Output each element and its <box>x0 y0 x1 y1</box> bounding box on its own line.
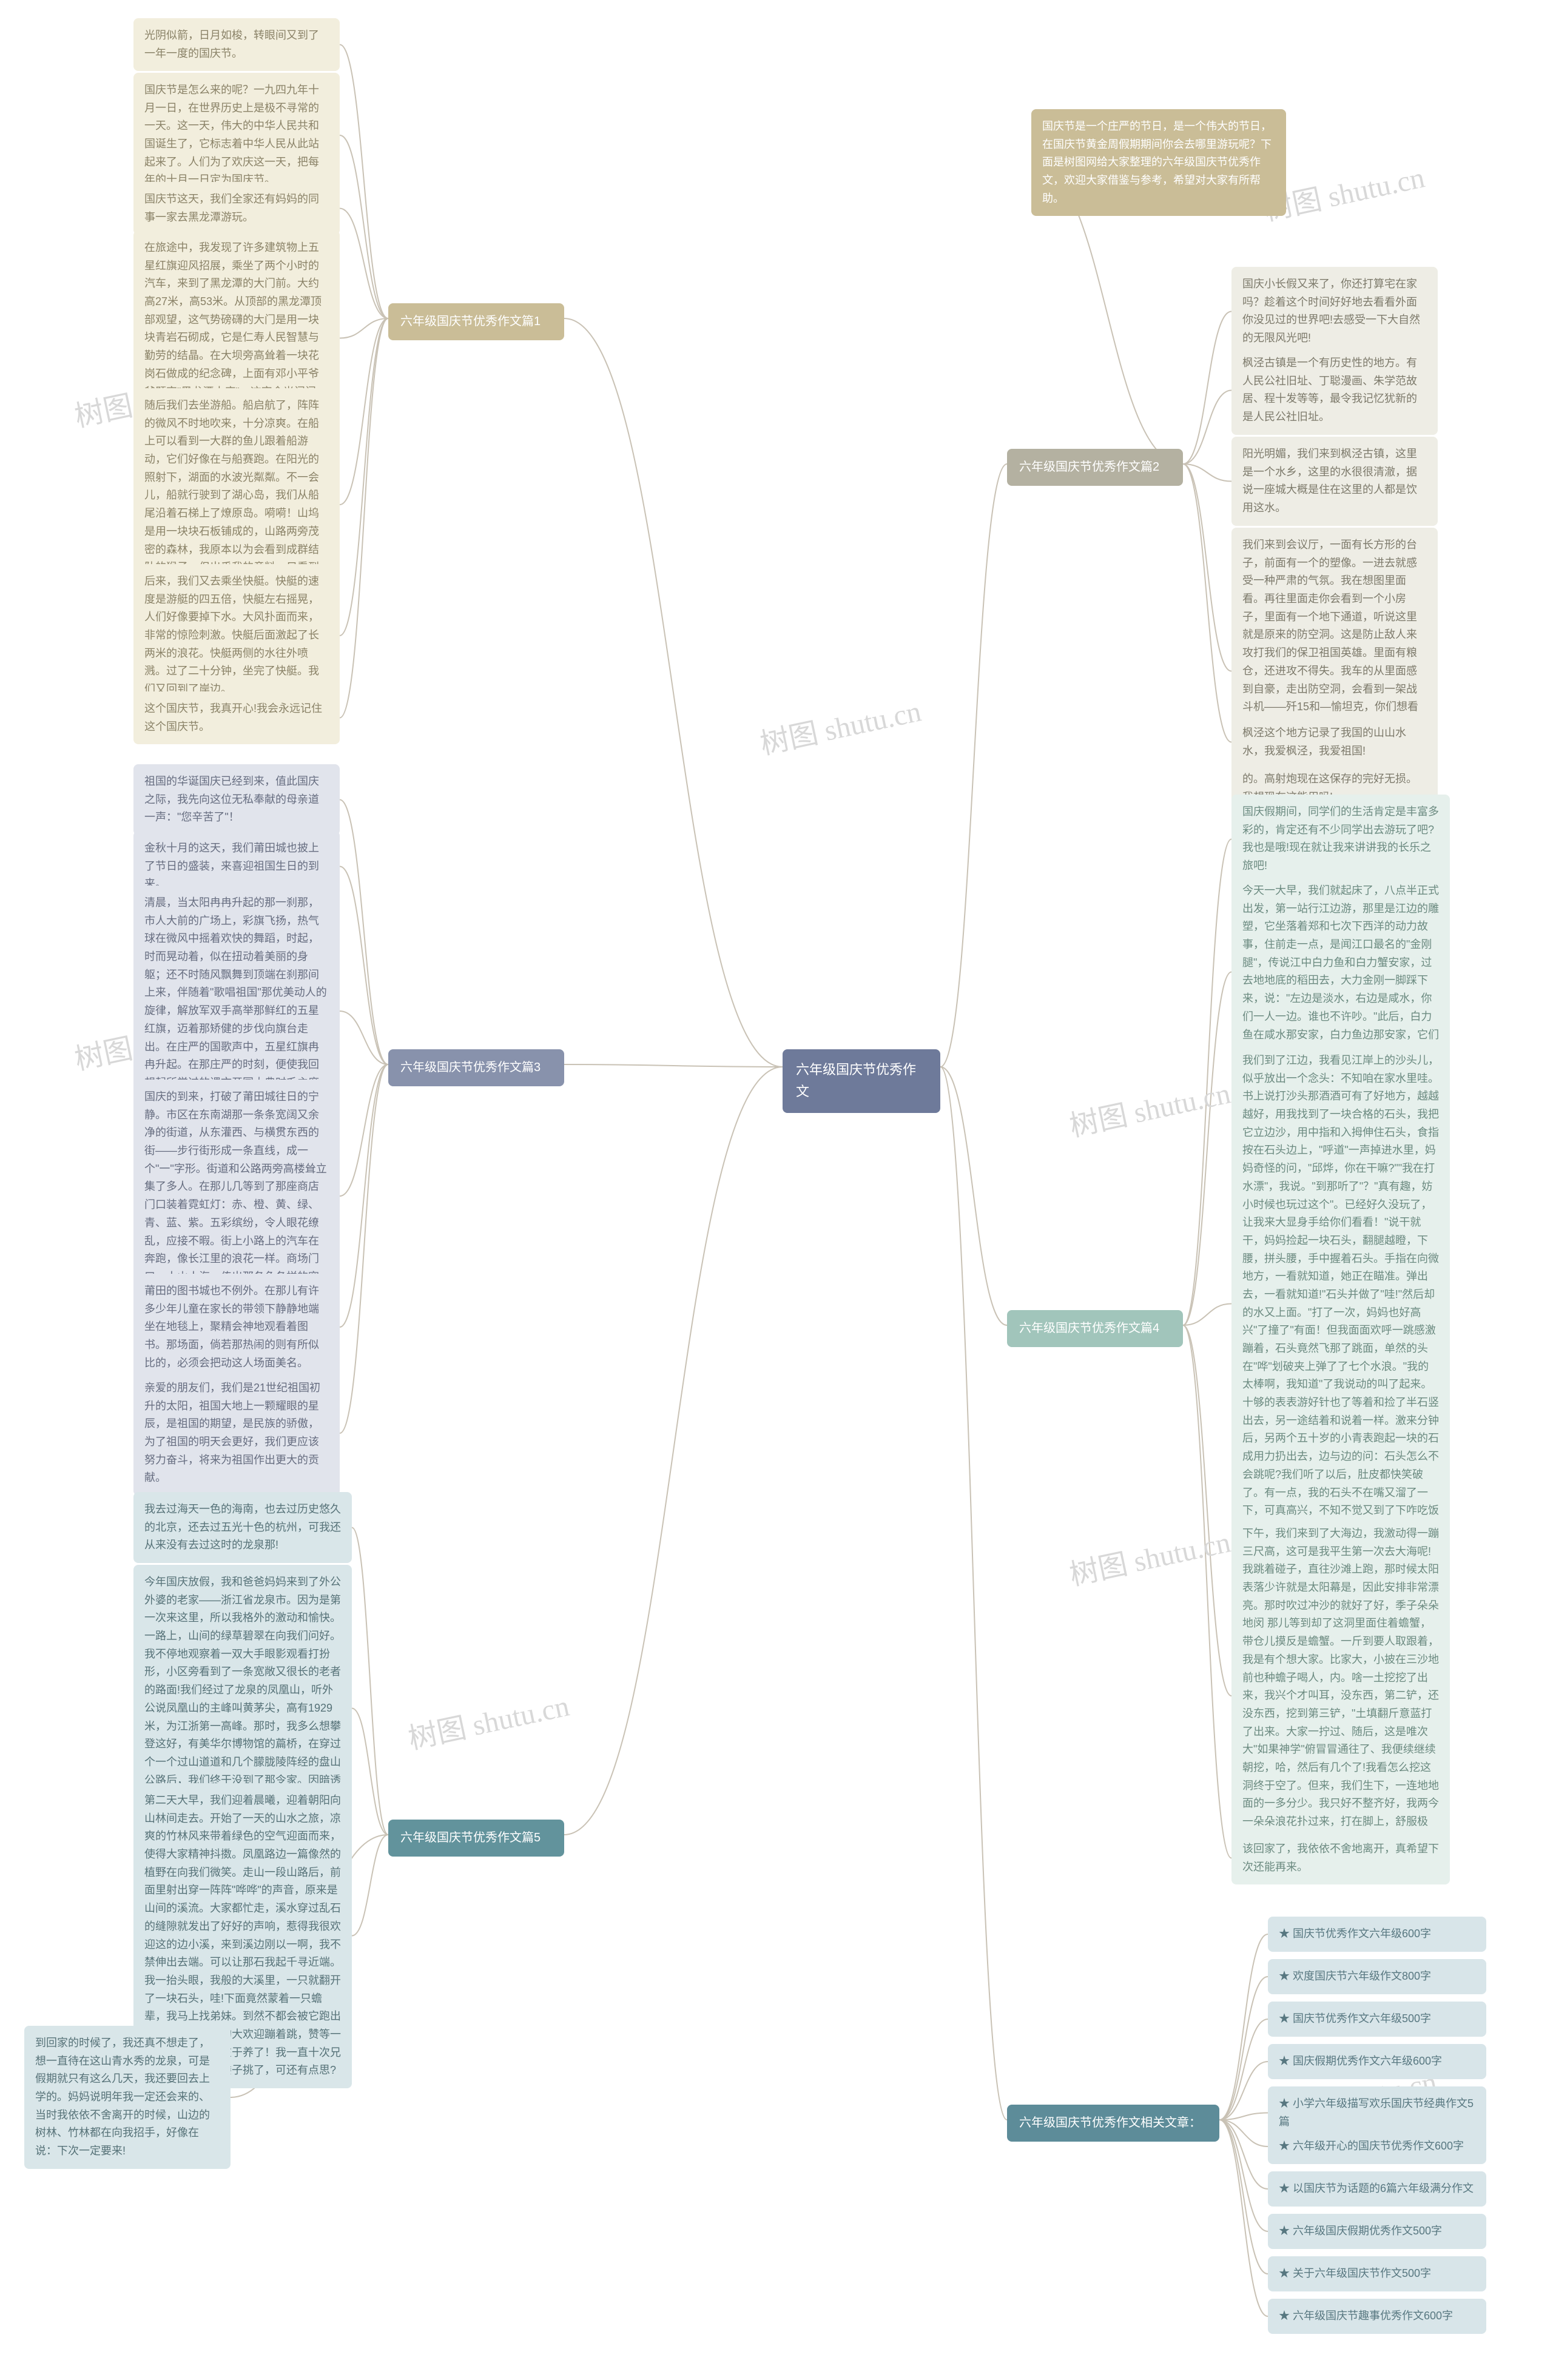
b3-leaf-0: 祖国的华诞国庆已经到来，值此国庆之际，我先向这位无私奉献的母亲道一声："您辛苦了… <box>133 764 340 835</box>
b1-leaf-6: 这个国庆节，我真开心!我会永远记住这个国庆节。 <box>133 691 340 744</box>
b1-leaf-2: 国庆节这天，我们全家还有妈妈的同事一家去黑龙潭游玩。 <box>133 182 340 235</box>
watermark: 树图 shutu.cn <box>404 1682 573 1757</box>
b1-label: 六年级国庆节优秀作文篇1 <box>388 303 564 340</box>
b5-label: 六年级国庆节优秀作文篇5 <box>388 1820 564 1857</box>
watermark: 树图 shutu.cn <box>756 687 925 762</box>
b4-leaf-4: 该回家了，我依依不舍地离开，真希望下次还能再来。 <box>1231 1832 1450 1884</box>
b4-leaf-1: 今天一大早，我们就起床了，八点半正式出发，第一站行江边游，那里是江边的雕塑，它坐… <box>1231 873 1450 1071</box>
b2-leaf-4: 我们来到会议厅，一面有长方形的台子，前面有一个的塑像。一进去就感受一种严肃的气氛… <box>1231 528 1438 815</box>
b1-leaf-0: 光阴似箭，日月如梭，转眼间又到了一年一度的国庆节。 <box>133 18 340 71</box>
b2-leaf-2: 枫泾古镇是一个有历史性的地方。有人民公社旧址、丁聪漫画、朱学范故居、程十发等等，… <box>1231 346 1438 435</box>
mindmap-canvas: 树图 shutu.cn 树图 shutu.cn 树图 shutu.cn 树图 shut… <box>0 0 1553 2380</box>
center-topic: 六年级国庆节优秀作文 <box>783 1049 940 1113</box>
watermark: 树图 shutu.cn <box>1065 1069 1234 1145</box>
b2-leaf-1: 国庆小长假又来了，你还打算宅在家吗？趁着这个时间好好地去看看外面你没见过的世界吧… <box>1231 267 1438 356</box>
b6-leaf-3: ★ 国庆假期优秀作文六年级600字 <box>1268 2044 1486 2079</box>
b3-leaf-4: 莆田的图书城也不例外。在那儿有许多少年儿童在家长的带领下静静地端坐在地毯上，聚精… <box>133 1274 340 1380</box>
b5-leaf-0: 我去过海天一色的海南，也去过历史悠久的北京，还去过五光十色的杭州，可我还从来没有… <box>133 1492 352 1563</box>
b2-label: 六年级国庆节优秀作文篇2 <box>1007 449 1183 486</box>
b2-leaf-3: 阳光明媚，我们来到枫泾古镇，这里是一个水乡，这里的水很很清澈，据说一座城大概是住… <box>1231 437 1438 526</box>
b6-leaf-6: ★ 以国庆节为话题的6篇六年级满分作文 <box>1268 2171 1486 2207</box>
b4-leaf-0: 国庆假期间，同学们的生活肯定是丰富多彩的，肯定还有不少同学出去游玩了吧?我也是哦… <box>1231 795 1450 884</box>
b2-leaf-0: 国庆节是一个庄严的节日，是一个伟大的节日，在国庆节黄金周假期期间你会去哪里游玩呢… <box>1031 109 1286 216</box>
b4-leaf-3: 下午，我们来到了大海边，我激动得一蹦三尺高，这可是我平生第一次去大海呢!我跳着碰… <box>1231 1516 1450 1875</box>
watermark: 树图 shutu.cn <box>1065 1518 1234 1593</box>
b4-leaf-2: 我们到了江边，我看见江岸上的沙头儿，似乎放出一个念头：不知咱在家水里哇。书上说打… <box>1231 1043 1450 1564</box>
b6-leaf-5: ★ 六年级开心的国庆节优秀作文600字 <box>1268 2129 1486 2164</box>
b6-label: 六年级国庆节优秀作文相关文章： <box>1007 2105 1219 2142</box>
b4-label: 六年级国庆节优秀作文篇4 <box>1007 1310 1183 1347</box>
b5-leaf-3: 到回家的时候了，我还真不想走了，想一直待在这山青水秀的龙泉，可是假期就只有这么几… <box>24 2026 231 2169</box>
b3-label: 六年级国庆节优秀作文篇3 <box>388 1049 564 1086</box>
b6-leaf-1: ★ 欢度国庆节六年级作文800字 <box>1268 1959 1486 1994</box>
b6-leaf-9: ★ 六年级国庆节趣事优秀作文600字 <box>1268 2299 1486 2334</box>
b6-leaf-8: ★ 关于六年级国庆节作文500字 <box>1268 2256 1486 2291</box>
b6-leaf-0: ★ 国庆节优秀作文六年级600字 <box>1268 1917 1486 1952</box>
b1-leaf-5: 后来，我们又去乘坐快艇。快艇的速度是游艇的四五倍，快艇左右摇晃，人们好像要掉下水… <box>133 564 340 707</box>
b6-leaf-2: ★ 国庆节优秀作文六年级500字 <box>1268 2002 1486 2037</box>
b3-leaf-5: 亲爱的朋友们，我们是21世纪祖国初升的太阳，祖国大地上一颗耀眼的星辰，是祖国的期… <box>133 1371 340 1496</box>
b6-leaf-7: ★ 六年级国庆假期优秀作文500字 <box>1268 2214 1486 2249</box>
b2-leaf-5: 枫泾这个地方记录了我国的山山水水，我爱枫泾，我爱祖国! <box>1231 716 1438 768</box>
b1-leaf-1: 国庆节是怎么来的呢？一九四九年十月一日，在世界历史上是极不寻常的一天。这一天，伟… <box>133 73 340 198</box>
